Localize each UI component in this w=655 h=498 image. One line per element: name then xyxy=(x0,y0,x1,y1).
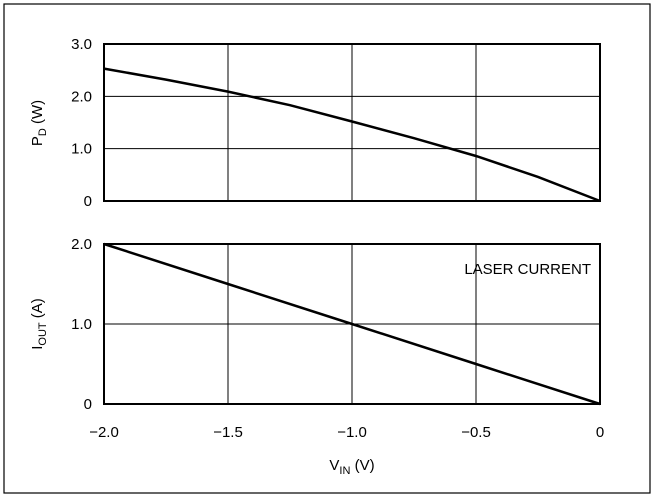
power-y-tick-label: 1.0 xyxy=(71,141,92,158)
laser-current-annotation: LASER CURRENT xyxy=(464,261,591,278)
current-y-tick-labels: 0 1.0 2.0 xyxy=(71,236,92,413)
power-panel: 0 1.0 2.0 3.0 PD (W) xyxy=(29,36,601,210)
x-tick-label: −1.0 xyxy=(337,424,367,441)
current-y-tick-label: 0 xyxy=(84,396,92,413)
x-tick-label: 0 xyxy=(596,424,604,441)
x-axis-label: VIN (V) xyxy=(329,457,374,477)
power-y-axis-label: PD (W) xyxy=(29,100,49,146)
current-y-tick-label: 2.0 xyxy=(71,236,92,253)
power-y-tick-label: 0 xyxy=(84,193,92,210)
x-tick-labels: −2.0 −1.5 −1.0 −0.5 0 xyxy=(89,424,604,441)
current-plot-frame xyxy=(103,243,601,405)
figure-frame xyxy=(3,3,651,494)
power-gridlines xyxy=(104,44,600,201)
power-y-tick-label: 2.0 xyxy=(71,88,92,105)
power-plot-frame xyxy=(103,43,601,202)
x-tick-label: −0.5 xyxy=(461,424,491,441)
x-tick-label: −2.0 xyxy=(89,424,119,441)
current-panel: LASER CURRENT 0 1.0 2.0 −2.0 −1.5 −1.0 −0.5 0 … xyxy=(29,236,604,477)
power-y-tick-label: 3.0 xyxy=(71,36,92,53)
current-y-axis-label: IOUT (A) xyxy=(29,298,49,350)
laser-current-curve xyxy=(103,242,601,406)
x-tick-label: −1.5 xyxy=(213,424,243,441)
current-y-tick-label: 1.0 xyxy=(71,316,92,333)
power-y-tick-labels: 0 1.0 2.0 3.0 xyxy=(71,36,92,210)
power-dissipation-curve xyxy=(103,67,601,203)
